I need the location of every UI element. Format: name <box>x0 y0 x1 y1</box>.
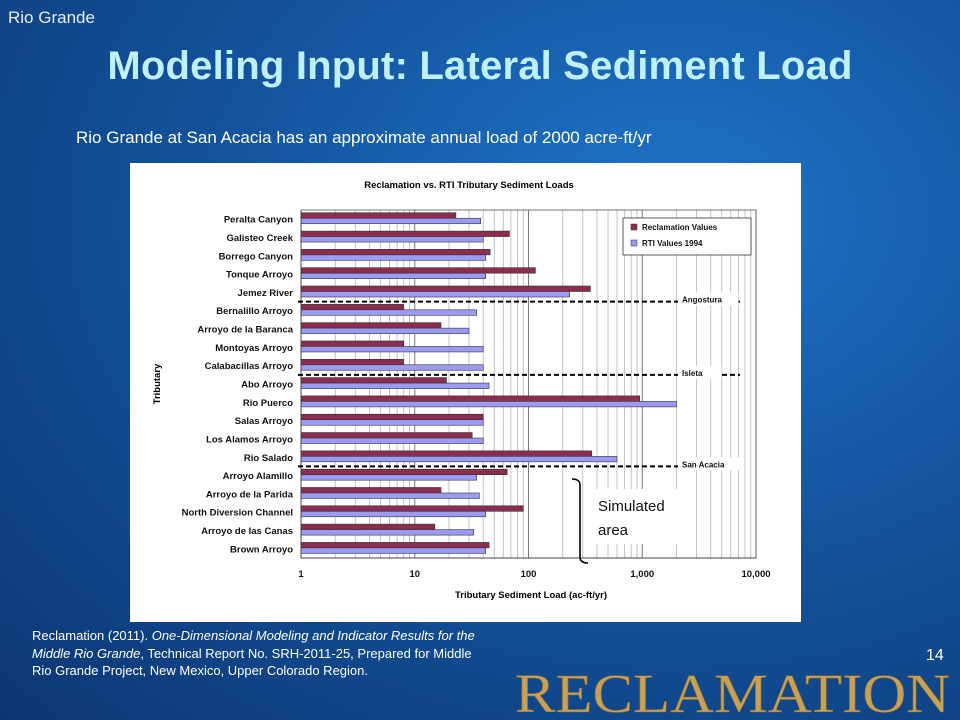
bar-reclamation <box>300 395 641 402</box>
bar-reclamation <box>300 505 524 512</box>
bar-reclamation <box>300 304 405 311</box>
plot-frame <box>300 209 757 559</box>
bar-reclamation <box>300 413 484 421</box>
sediment-load-chart: Reclamation vs. RTI Tributary Sediment L… <box>152 180 771 601</box>
bar-rti <box>300 291 570 298</box>
bar-rti <box>300 217 482 225</box>
reach-label-background <box>678 365 722 379</box>
bar-rti <box>300 401 677 408</box>
reach-label: Angostura <box>682 296 723 305</box>
bar-rti <box>300 510 486 518</box>
x-tick-label: 10,000 <box>741 569 770 580</box>
bar-rti <box>300 309 477 316</box>
bar-reclamation <box>300 487 442 494</box>
bar-reclamation <box>300 230 510 237</box>
bar-rti <box>300 236 484 243</box>
callout-line-1: Simulated <box>598 498 665 515</box>
category-label: Brown Arroyo <box>230 544 293 555</box>
bar-reclamation <box>300 542 490 549</box>
bar-reclamation <box>300 249 491 256</box>
bar-rti <box>300 419 484 426</box>
bar-reclamation <box>300 450 593 457</box>
citation-details: , Technical Report No. SRH-2011-25, Prep… <box>32 645 472 679</box>
chart-panel: Reclamation vs. RTI Tributary Sediment L… <box>130 163 801 622</box>
legend-entry: RTI Values 1994 <box>642 239 703 248</box>
bar-reclamation <box>300 468 508 475</box>
x-tick-label: 1 <box>298 569 304 580</box>
bar-rti <box>300 254 486 261</box>
category-label: Salas Arroyo <box>235 416 293 427</box>
category-label: Arroyo Alamillo <box>223 471 294 482</box>
logo-text: RECLAMATION <box>515 663 950 720</box>
category-label: Arroyo de la Baranca <box>197 325 293 336</box>
callout-line-2: area <box>598 522 629 539</box>
bar-rti <box>300 346 484 353</box>
category-label: Rio Salado <box>244 453 293 464</box>
reach-label: San Acacia <box>682 460 725 469</box>
category-label: Calabacillas Arroyo <box>205 361 294 372</box>
category-label: Peralta Canyon <box>224 215 293 226</box>
category-label: Borrego Canyon <box>219 251 294 262</box>
bar-reclamation <box>300 358 405 366</box>
category-label: Galisteo Creek <box>226 233 293 244</box>
slide-title: Modeling Input: Lateral Sediment Load <box>107 44 853 88</box>
legend-box <box>622 217 752 256</box>
category-label: Montoyas Arroyo <box>215 343 293 354</box>
x-tick-label: 100 <box>521 569 537 580</box>
simulated-area-brace <box>571 478 589 564</box>
legend-entry: Reclamation Values <box>642 223 718 232</box>
page-number: 14 <box>926 647 944 664</box>
category-label: Arroyo de la Parida <box>206 489 294 500</box>
reach-label-background <box>678 292 739 306</box>
bar-rti <box>300 456 618 463</box>
category-label: North Diversion Channel <box>182 508 293 519</box>
callout-box <box>593 489 686 544</box>
slide-subtitle: Rio Grande at San Acacia has an approxim… <box>76 128 652 147</box>
bar-rti <box>300 547 486 554</box>
bar-reclamation <box>300 523 436 530</box>
bar-reclamation <box>300 377 447 384</box>
category-label: Abo Arroyo <box>241 380 293 391</box>
bar-rti <box>300 529 475 536</box>
bar-rti <box>300 364 484 371</box>
bar-rti <box>300 382 490 389</box>
reclamation-logo: RECLAMATION <box>515 663 950 720</box>
citation: Reclamation (2011). One-Dimensional Mode… <box>32 627 482 680</box>
reach-label: Isleta <box>682 369 703 378</box>
bar-reclamation <box>300 267 536 274</box>
bar-rti <box>300 492 480 499</box>
bar-reclamation <box>300 432 473 439</box>
bar-reclamation <box>300 340 405 347</box>
bar-rti <box>300 272 486 279</box>
legend-swatch <box>630 223 638 231</box>
bar-reclamation <box>300 212 457 219</box>
bar-rti <box>300 327 470 334</box>
y-axis-label: Tributary <box>152 363 163 404</box>
category-label: Los Alamos Arroyo <box>206 434 293 445</box>
corner-label: Rio Grande <box>8 8 95 27</box>
bar-reclamation <box>300 285 591 292</box>
legend-swatch <box>630 239 638 247</box>
x-tick-label: 10 <box>409 569 420 580</box>
bar-rti <box>300 437 484 444</box>
citation-report-title: One-Dimensional Modeling and Indicator R… <box>32 628 475 661</box>
category-label: Tonque Arroyo <box>226 270 293 281</box>
category-label: Jemez River <box>238 288 294 299</box>
category-label: Arroyo de las Canas <box>201 526 293 537</box>
x-axis-label: Tributary Sediment Load (ac-ft/yr) <box>455 590 607 601</box>
bar-reclamation <box>300 322 442 329</box>
category-label: Bernalillo Arroyo <box>216 306 293 317</box>
chart-title: Reclamation vs. RTI Tributary Sediment L… <box>364 180 574 191</box>
x-tick-label: 1,000 <box>630 569 654 580</box>
bar-rti <box>300 474 477 481</box>
citation-text: Reclamation (2011). <box>32 628 152 643</box>
reach-label-background <box>678 457 744 471</box>
category-label: Rio Puerco <box>243 398 293 409</box>
